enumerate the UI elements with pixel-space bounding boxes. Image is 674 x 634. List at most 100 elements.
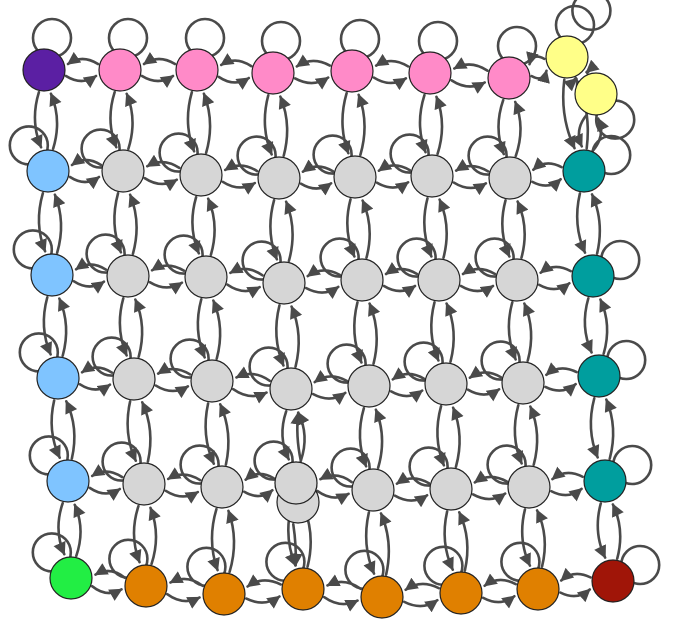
self-loop-edge-12	[312, 134, 353, 175]
transition-edge-80	[459, 284, 495, 298]
transition-edge-156	[322, 595, 359, 612]
transition-edge-106	[389, 389, 424, 403]
transition-edge-168	[290, 411, 304, 463]
state-node-top-edge-r0c1	[98, 48, 142, 92]
transition-edge-25	[526, 51, 546, 66]
state-node-interior-r3c6	[501, 361, 545, 405]
transition-edge-94	[154, 384, 190, 399]
transition-edge-55	[532, 157, 563, 172]
state-node-bottom-edge-r5c3	[281, 567, 325, 611]
state-node-interior-r1c1	[101, 149, 145, 193]
transition-edge-116	[511, 404, 524, 465]
transition-edge-13	[295, 54, 332, 68]
transition-edge-144	[550, 487, 583, 502]
transition-edge-75	[290, 305, 303, 368]
transition-edge-167	[592, 117, 610, 152]
transition-edges	[30, 51, 624, 613]
transition-edge-3	[49, 92, 62, 151]
transition-edge-27	[513, 100, 526, 158]
state-node-corner-bottom-right-r5c7	[591, 559, 635, 603]
transition-edge-122	[53, 501, 66, 556]
transition-edge-130	[207, 507, 220, 572]
transition-edge-40	[188, 195, 201, 255]
self-loops	[8, 0, 661, 591]
transition-edge-72	[304, 285, 340, 300]
state-node-bottom-edge-r5c4	[360, 575, 404, 619]
transition-edge-97	[140, 401, 154, 463]
state-node-interior-r3c5	[424, 362, 468, 406]
transition-edge-142	[441, 510, 455, 571]
state-node-right-edge-r1c7	[562, 149, 606, 193]
transition-edge-7	[125, 92, 138, 151]
transition-edge-131	[226, 509, 239, 574]
transition-edge-8	[217, 75, 251, 90]
state-node-bottom-edge-r5c5	[439, 571, 483, 615]
self-loop-edge-29	[403, 341, 444, 382]
transition-edge-164	[563, 76, 578, 92]
transition-edge-53	[438, 198, 451, 259]
transition-edge-125	[166, 467, 202, 482]
transition-edge-120	[88, 486, 122, 501]
transition-edge-22	[415, 93, 428, 154]
transition-edge-20	[450, 79, 486, 94]
transition-edge-43	[301, 159, 335, 173]
transition-edge-2	[30, 90, 43, 149]
transition-edge-14	[261, 94, 274, 156]
state-node-corner-top-left-r0c0	[22, 48, 66, 92]
transition-edge-113	[451, 406, 464, 469]
transition-edge-92	[48, 399, 62, 459]
state-node-interior-r4c1	[122, 462, 166, 506]
transition-edge-41	[206, 197, 219, 257]
transition-edge-71	[211, 299, 224, 360]
transition-edge-103	[313, 369, 349, 384]
state-node-interior-r2c3	[262, 261, 306, 305]
transition-edge-4	[140, 74, 175, 88]
transition-edge-93	[64, 400, 78, 460]
transition-edge-95	[156, 361, 192, 376]
transition-edge-81	[461, 262, 497, 276]
transition-edge-6	[105, 90, 118, 149]
transition-edge-17	[374, 53, 410, 68]
transition-edge-88	[580, 297, 593, 354]
self-loop-edge-38	[486, 444, 527, 485]
transition-edge-0	[64, 74, 98, 89]
transition-edge-66	[116, 297, 128, 357]
transition-edge-52	[420, 197, 433, 258]
transition-edge-62	[40, 296, 52, 356]
transition-edge-19	[356, 93, 369, 157]
transition-edge-101	[218, 403, 231, 466]
transition-edge-109	[374, 408, 387, 470]
state-node-interior-r2c2	[184, 255, 228, 299]
transition-edge-49	[361, 199, 374, 259]
transition-edge-63	[58, 297, 70, 357]
transition-edge-21	[453, 57, 489, 72]
transition-edge-89	[599, 298, 612, 355]
state-node-interior-r1c6	[488, 156, 532, 200]
transition-edge-147	[535, 509, 548, 568]
self-loop-edge-10	[158, 132, 199, 173]
self-loop-edge-30	[480, 340, 521, 381]
transition-edge-28	[561, 78, 576, 150]
transition-edge-169	[289, 523, 303, 567]
state-node-interior-r4c2	[200, 465, 244, 509]
transition-edge-37	[128, 193, 141, 256]
transition-edge-23	[434, 95, 447, 156]
transition-edge-76	[382, 284, 417, 298]
transition-edge-10	[183, 90, 196, 153]
transition-edge-119	[604, 398, 617, 460]
transition-edge-35	[145, 154, 181, 170]
state-node-corner-bottom-left-r5c0	[49, 556, 93, 600]
transition-edge-137	[395, 471, 431, 485]
state-node-interior-r2c4	[340, 258, 384, 302]
transition-edge-24	[530, 69, 550, 84]
transition-edge-82	[427, 301, 440, 362]
state-node-top-edge-r0c2	[175, 48, 219, 92]
transition-edge-158	[402, 598, 439, 613]
transition-edge-126	[129, 504, 142, 564]
transition-edge-18	[338, 91, 351, 155]
transition-edge-112	[433, 404, 446, 467]
transition-edge-64	[148, 280, 184, 295]
transition-edge-146	[519, 508, 532, 567]
transition-edge-33	[53, 193, 66, 255]
transition-edge-26	[493, 98, 506, 156]
